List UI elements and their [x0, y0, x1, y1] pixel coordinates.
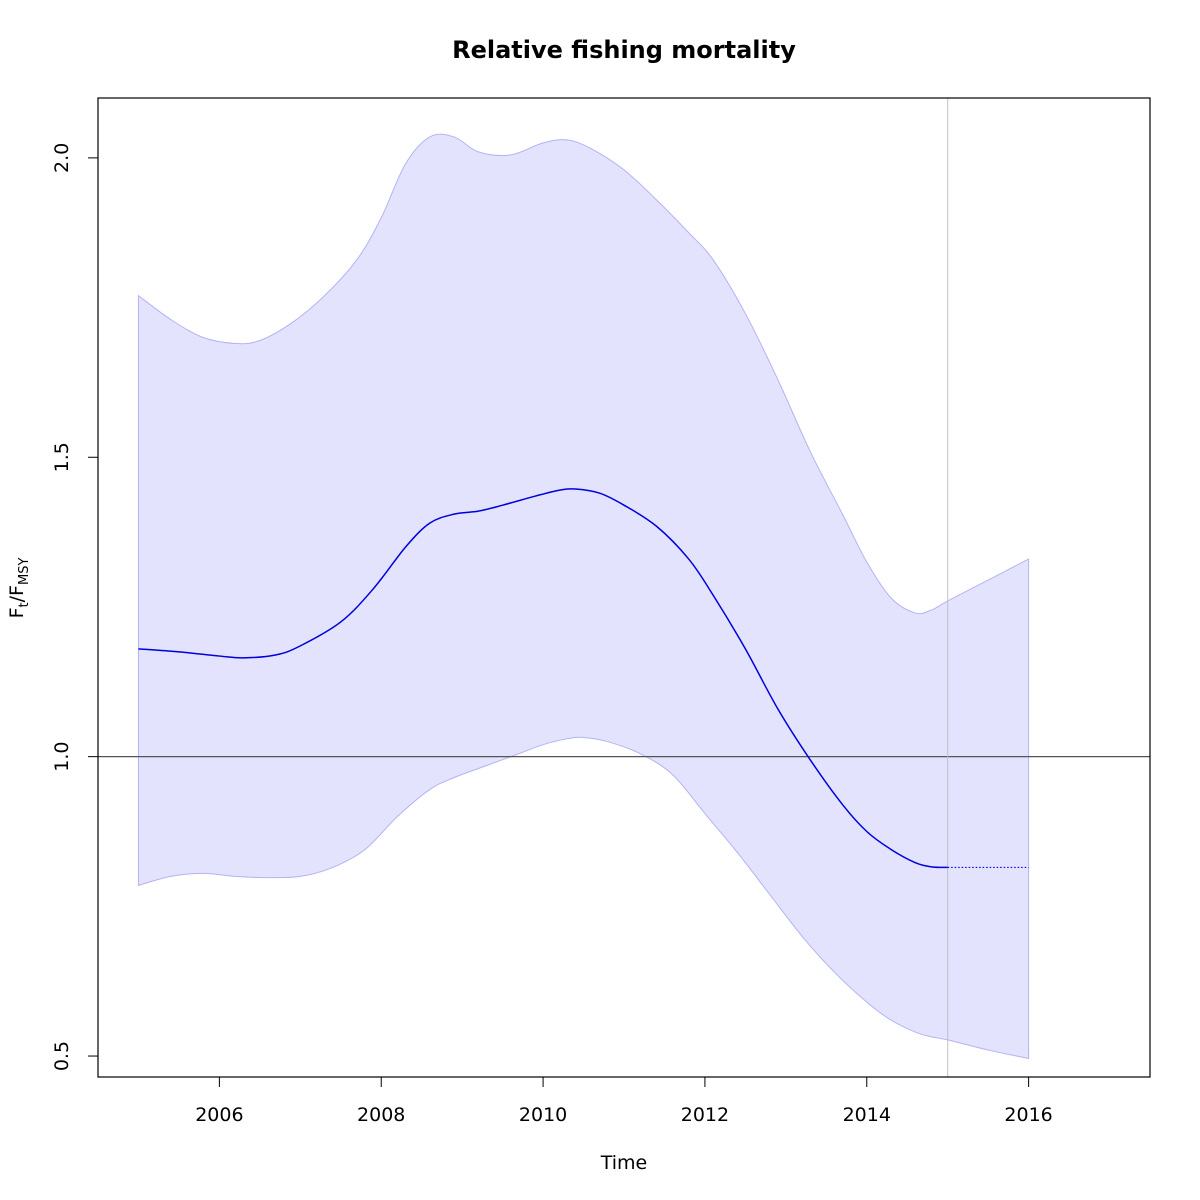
- x-tick-label: 2014: [843, 1104, 891, 1126]
- y-axis-label-sub2: MSY: [17, 558, 32, 585]
- y-axis-label-main: F: [6, 607, 28, 618]
- x-tick-label: 2006: [195, 1104, 243, 1126]
- y-tick-label: 0.5: [51, 1041, 73, 1071]
- y-tick-label: 1.0: [51, 742, 73, 772]
- x-tick-label: 2016: [1004, 1104, 1052, 1126]
- x-tick-label: 2010: [519, 1104, 567, 1126]
- y-tick-label: 2.0: [51, 143, 73, 173]
- x-tick-label: 2012: [681, 1104, 729, 1126]
- x-axis: 2006 2008 2010 2012 2014 2016: [195, 1076, 1053, 1126]
- chart-title: Relative fishing mortality: [452, 36, 796, 64]
- estimate-line: [138, 488, 948, 869]
- confidence-band: [137, 133, 1030, 1060]
- estimate-line-layer: [138, 488, 1029, 869]
- y-tick-label: 1.5: [51, 442, 73, 472]
- reference-lines-layer: [98, 98, 1150, 1077]
- x-tick-label: 2008: [357, 1104, 405, 1126]
- confidence-band-layer: [137, 133, 1030, 1060]
- y-axis-label: Ft/FMSY: [6, 558, 32, 619]
- y-axis-label-sep: /F: [6, 585, 28, 602]
- x-axis-label: Time: [600, 1152, 648, 1174]
- y-axis: 0.5 1.0 1.5 2.0: [51, 143, 99, 1071]
- y-axis-label-sub1: t: [17, 602, 32, 607]
